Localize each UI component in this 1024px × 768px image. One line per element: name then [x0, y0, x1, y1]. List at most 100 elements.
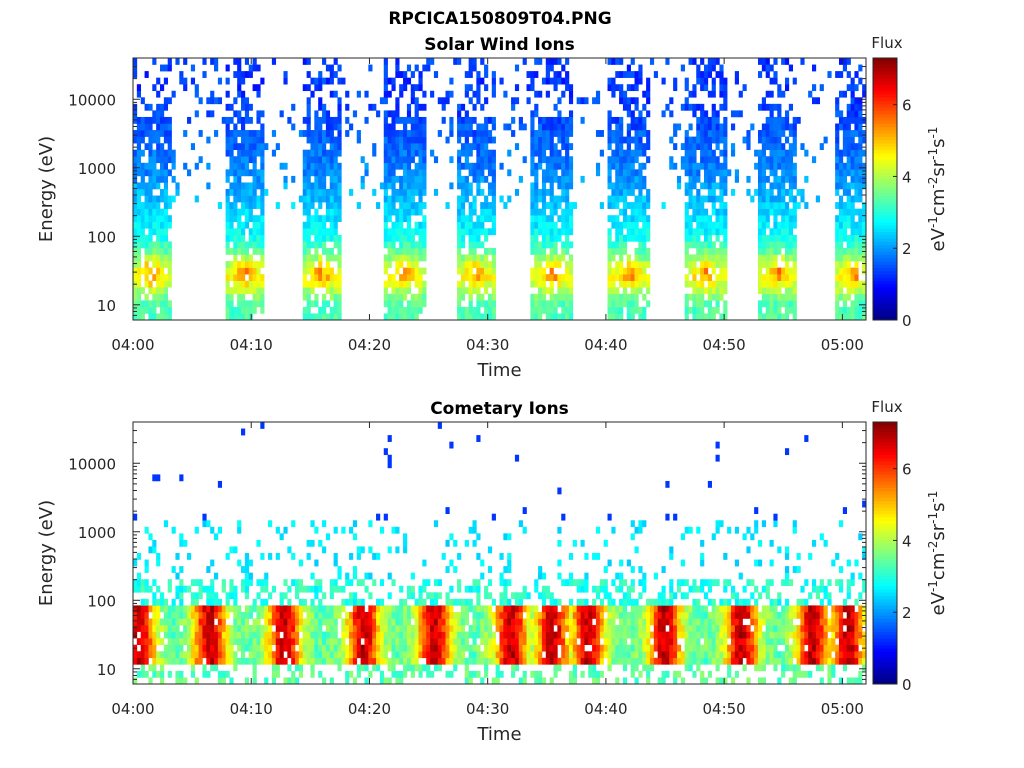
spectrogram-cell — [190, 605, 196, 613]
spectrogram-cell — [464, 261, 469, 268]
spectrogram-cell — [842, 221, 848, 229]
spectrogram-cell — [715, 306, 720, 314]
spectrogram-cell — [484, 123, 489, 131]
spectrogram-cell — [337, 572, 342, 580]
spectrogram-cell — [784, 234, 790, 242]
spectrogram-cell — [376, 605, 381, 613]
spectrogram-cell — [707, 162, 712, 170]
spectrogram-cell — [337, 585, 342, 593]
spectrogram-cell — [325, 657, 331, 665]
spectrogram-cell — [356, 605, 361, 613]
spectrogram-cell — [634, 156, 639, 164]
spectrogram-cell — [688, 202, 693, 209]
spectrogram-cell — [256, 241, 261, 249]
spectrogram-cell — [773, 267, 778, 275]
spectrogram-cell — [541, 195, 547, 203]
spectrogram-cell — [225, 657, 230, 665]
spectrogram-cell — [784, 175, 790, 183]
spectrogram-cell — [325, 189, 331, 196]
spectrogram-cell — [244, 592, 250, 600]
spectrogram-cell — [237, 611, 242, 619]
spectrogram-cell — [291, 677, 296, 685]
colorbar-segment — [873, 80, 897, 85]
spectrogram-cell — [406, 156, 412, 164]
spectrogram-cell — [692, 300, 697, 308]
spectrogram-cell — [719, 182, 724, 190]
spectrogram-cells — [133, 58, 867, 321]
spectrogram-cell — [244, 97, 250, 105]
spectrogram-cell — [634, 300, 639, 308]
spectrogram-cell — [314, 228, 319, 236]
spectrogram-cell — [391, 657, 396, 665]
spectrogram-cell — [418, 103, 423, 111]
spectrogram-cell — [379, 598, 385, 606]
spectrogram-cell — [464, 254, 469, 262]
spectrogram-cell — [522, 651, 527, 659]
spectrogram-cell — [206, 592, 211, 600]
spectrogram-cell — [410, 228, 415, 236]
spectrogram-cell — [630, 228, 635, 236]
spectrogram-cell — [136, 84, 142, 92]
spectrogram-cell — [445, 598, 450, 606]
spectrogram-cell — [835, 293, 840, 301]
spectrogram-cell — [175, 670, 180, 678]
spectrogram-cell — [553, 143, 558, 150]
spectrogram-cell — [418, 156, 423, 164]
spectrogram-cell — [553, 638, 558, 645]
spectrogram-cell — [765, 254, 770, 262]
spectrogram-cell — [364, 631, 369, 639]
spectrogram-cell — [295, 664, 300, 672]
spectrogram-cell — [480, 293, 485, 301]
spectrogram-cell — [422, 130, 427, 137]
spectrogram-cell — [499, 651, 504, 659]
spectrogram-cell — [761, 103, 766, 111]
spectrogram-cell — [642, 293, 647, 301]
spectrogram-cell — [152, 631, 157, 639]
spectrogram-cell — [241, 566, 246, 573]
spectrogram-cell — [854, 267, 859, 275]
spectrogram-cell — [356, 90, 361, 98]
spectrogram-cell — [561, 300, 566, 308]
spectrogram-cell — [460, 651, 466, 659]
spectrogram-cell — [387, 136, 392, 144]
spectrogram-cell — [538, 631, 543, 639]
spectrogram-cell — [341, 657, 346, 665]
spectrogram-cell — [163, 103, 169, 111]
spectrogram-cell — [333, 234, 338, 242]
spectrogram-cell — [696, 306, 701, 314]
spectrogram-cell — [391, 631, 396, 639]
spectrogram-cell — [387, 454, 392, 462]
spectrogram-cell — [538, 287, 543, 295]
spectrogram-cell — [688, 221, 693, 229]
spectrogram-cell — [711, 228, 716, 236]
spectrogram-cell — [418, 77, 423, 85]
spectrogram-cell — [561, 513, 566, 521]
spectrogram-cell — [549, 234, 554, 242]
spectrogram-cell — [773, 169, 778, 177]
spectrogram-cell — [781, 274, 786, 281]
spectrogram-cell — [194, 657, 199, 665]
spectrogram-cell — [850, 306, 855, 314]
spectrogram-cell — [160, 306, 165, 314]
spectrogram-cell — [383, 71, 388, 78]
spectrogram-cell — [383, 202, 388, 209]
spectrogram-cell — [626, 267, 631, 275]
spectrogram-cell — [295, 638, 300, 645]
spectrogram-cell — [163, 182, 169, 190]
spectrogram-cell — [314, 526, 319, 534]
spectrogram-cell — [325, 228, 331, 236]
spectrogram-cell — [202, 618, 207, 626]
spectrogram-cell — [549, 123, 554, 131]
spectrogram-cell — [503, 533, 508, 541]
spectrogram-cell — [607, 261, 612, 268]
spectrogram-cell — [522, 677, 527, 685]
spectrogram-cell — [634, 202, 639, 209]
spectrogram-cell — [838, 202, 844, 209]
spectrogram-cell — [248, 605, 253, 613]
spectrogram-cell — [179, 651, 184, 659]
spectrogram-cell — [241, 116, 246, 124]
spectrogram-cell — [248, 657, 253, 665]
spectrogram-cell — [133, 631, 138, 639]
spectrogram-cell — [468, 313, 473, 321]
spectrogram-cell — [387, 215, 392, 223]
